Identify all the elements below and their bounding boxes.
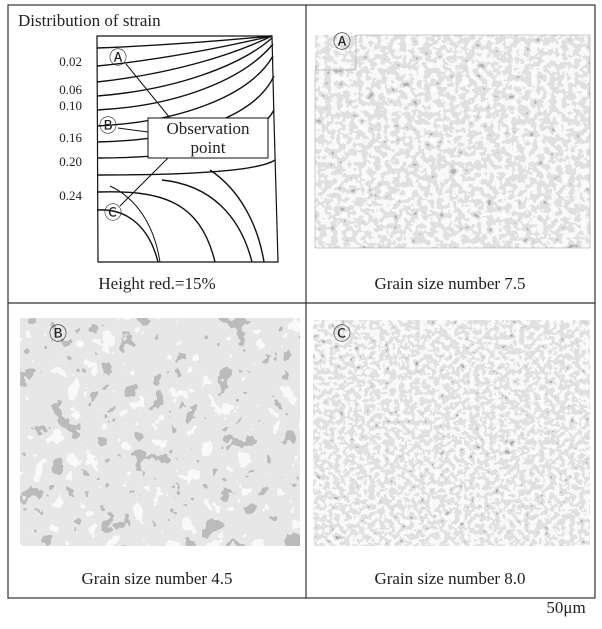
strain-labels: 0.02 0.06 0.10 0.16 0.20 0.24: [59, 54, 82, 203]
point-label: Ⓐ: [109, 48, 127, 68]
strain-label: 0.06: [59, 82, 82, 97]
callout-text: Observation: [166, 119, 250, 138]
caption: Grain size number 4.5: [81, 569, 232, 588]
point-label: Ⓒ: [104, 203, 122, 223]
callout-text: point: [191, 138, 226, 157]
micrograph-label: Ⓐ: [333, 32, 351, 52]
strain-label: 0.16: [59, 130, 82, 145]
micrograph-label: Ⓑ: [49, 324, 67, 344]
point-label: Ⓑ: [99, 116, 117, 136]
strain-label: 0.10: [59, 98, 82, 113]
caption: Height red.=15%: [98, 274, 215, 293]
micrograph: [313, 320, 590, 546]
strain-label: 0.20: [59, 154, 82, 169]
caption: Grain size number 8.0: [374, 569, 525, 588]
panel-title: Distribution of strain: [18, 11, 161, 30]
scale-bar-label: 50μm: [546, 598, 585, 617]
micrograph: [20, 318, 300, 546]
strain-label: 0.24: [59, 188, 82, 203]
figure: Distribution of strain 0.02 0.06 0.10 0.…: [0, 0, 602, 624]
caption: Grain size number 7.5: [374, 274, 525, 293]
strain-label: 0.02: [59, 54, 82, 69]
micrograph-label: Ⓒ: [333, 324, 351, 344]
